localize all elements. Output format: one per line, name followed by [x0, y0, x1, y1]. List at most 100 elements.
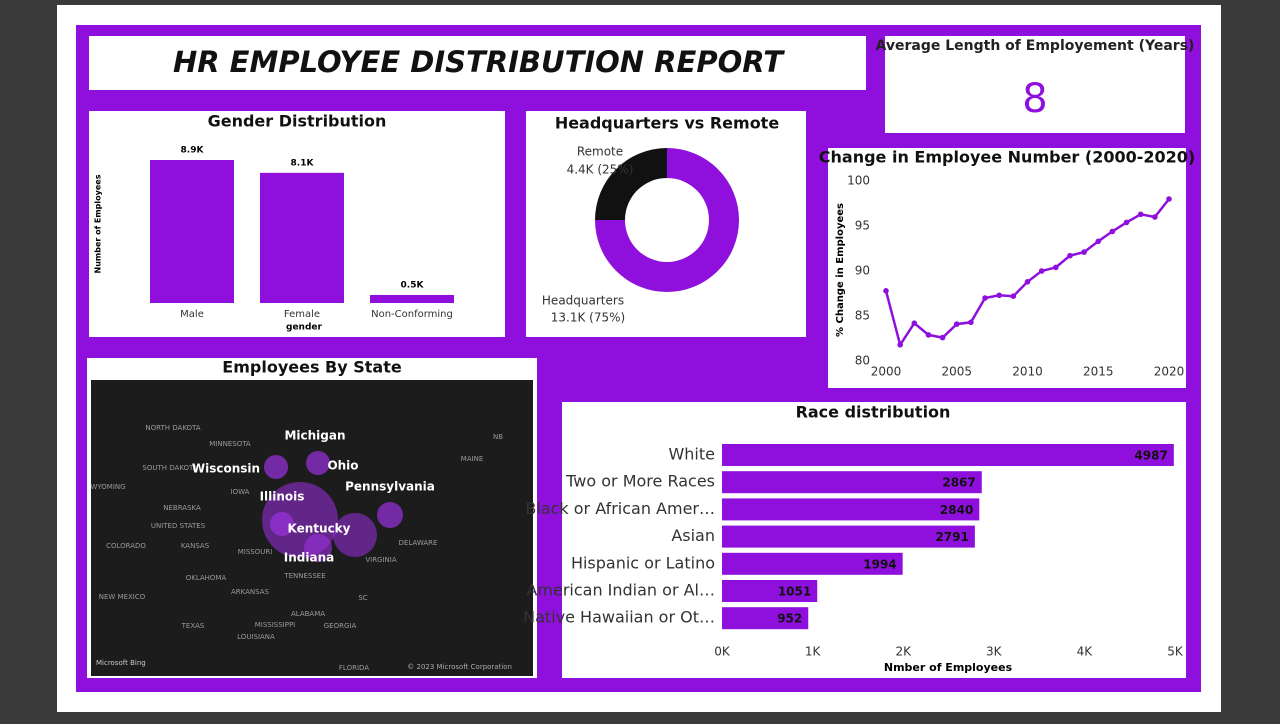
map-base-label: NB [493, 433, 503, 441]
map-base-label: FLORIDA [339, 664, 369, 672]
slice-label: Remote [577, 145, 623, 159]
point [953, 321, 960, 327]
x-tick-label: 2000 [871, 365, 902, 379]
x-tick-label: Male [180, 309, 204, 320]
card [828, 148, 1186, 388]
chart-title: Change in Employee Number (2000-2020) [819, 148, 1195, 167]
value-label: 8.9K [181, 146, 205, 156]
state-label: Illinois [260, 490, 305, 504]
value-label: 0.5K [401, 280, 425, 290]
map-base-label: ARKANSAS [231, 588, 270, 596]
bar [722, 525, 975, 548]
x-tick-label: 5K [1167, 645, 1184, 659]
map-base-label: OKLAHOMA [186, 574, 227, 582]
state-label: Michigan [284, 429, 345, 443]
map-base-label: NORTH DAKOTA [145, 424, 200, 432]
map-base-label: UNITED STATES [151, 522, 206, 530]
point [1038, 268, 1045, 274]
map-base-label: MINNESOTA [209, 440, 251, 448]
slice-value: 4.4K (25%) [567, 163, 634, 177]
map-base-label: MISSISSIPPI [255, 621, 296, 629]
category-label: White [668, 445, 715, 464]
x-tick-label: 4K [1077, 645, 1094, 659]
state-label: Pennsylvania [345, 480, 435, 494]
point [1137, 211, 1144, 218]
y-tick-label: 85 [855, 309, 870, 323]
title-card [89, 36, 866, 90]
chart-title: Gender Distribution [208, 112, 387, 131]
value-label: 1994 [863, 557, 896, 571]
donut-slice [595, 148, 667, 220]
map-base-label: GEORGIA [324, 622, 357, 630]
state-label: Ohio [327, 459, 358, 473]
point [1095, 238, 1102, 245]
y-axis-label: % Change in Employees [835, 203, 846, 337]
point [939, 334, 946, 341]
map-base-label: DELAWARE [399, 539, 438, 547]
value-label: 2840 [940, 503, 973, 517]
state-label: Indiana [284, 551, 334, 565]
map-base-label: SC [358, 594, 367, 602]
state-label: Kentucky [288, 522, 351, 536]
state-label: Wisconsin [192, 462, 260, 476]
y-tick-label: 100 [847, 174, 870, 188]
map-base-label: SOUTH DAKOTA [142, 464, 197, 472]
point [897, 342, 903, 348]
map-base-label: NEBRASKA [163, 504, 201, 512]
point [1024, 279, 1031, 285]
bar [722, 444, 1174, 466]
bar [722, 498, 980, 521]
x-axis-label: Nmber of Employees [884, 661, 1013, 674]
point [982, 295, 988, 301]
point [1081, 249, 1087, 255]
x-tick-label: 2015 [1083, 365, 1114, 379]
value-label: 8.1K [291, 158, 315, 168]
map-provider: Microsoft Bing [96, 659, 146, 667]
category-label: Two or More Races [565, 472, 715, 491]
x-tick-label: 2010 [1012, 365, 1043, 379]
point [1123, 219, 1130, 226]
chart-title: Headquarters vs Remote [555, 114, 780, 133]
map-base-label: ALABAMA [291, 610, 325, 618]
kpi-card [885, 36, 1185, 133]
x-tick-label: 3K [986, 645, 1003, 659]
map-base-label: VIRGINIA [365, 556, 397, 564]
x-tick-label: 2005 [941, 365, 972, 379]
y-tick-label: 80 [855, 354, 870, 368]
map-base-label: NEW MEXICO [99, 593, 146, 601]
value-label: 1051 [778, 585, 811, 599]
map-base-label: MISSOURI [238, 548, 273, 556]
category-label: Asian [671, 526, 715, 545]
value-label: 2867 [942, 476, 975, 490]
x-tick-label: 1K [805, 645, 822, 659]
map-base-label: TEXAS [181, 622, 205, 630]
map-bubble [333, 513, 377, 557]
kpi-label: Average Length of Employement (Years) [876, 38, 1195, 54]
category-label: Black or African Amer… [525, 499, 715, 518]
donut-slice [595, 148, 739, 292]
y-tick-label: 95 [855, 219, 870, 233]
map-base-label: MAINE [461, 455, 484, 463]
bar [260, 172, 344, 303]
category-label: Hispanic or Latino [571, 553, 715, 572]
x-tick-label: Female [284, 309, 320, 320]
bar [722, 552, 903, 575]
point [1109, 228, 1116, 235]
point [1010, 293, 1017, 300]
bar [722, 471, 982, 494]
point [1067, 252, 1073, 259]
point [1152, 214, 1158, 220]
slice-value: 13.1K (75%) [551, 311, 625, 325]
category-label: Native Hawaiian or Ot… [523, 608, 715, 627]
point [1053, 264, 1059, 271]
x-tick-label: 0K [714, 645, 731, 659]
map-base-label: COLORADO [106, 542, 146, 550]
map-bubble [377, 502, 403, 528]
map-base-label: KANSAS [181, 542, 210, 550]
value-label: 952 [777, 612, 802, 626]
y-axis-label: Number of Employees [94, 174, 103, 273]
point [968, 319, 974, 326]
value-label: 2791 [935, 530, 968, 544]
map-base-label: LOUISIANA [237, 633, 275, 641]
point [996, 292, 1002, 299]
